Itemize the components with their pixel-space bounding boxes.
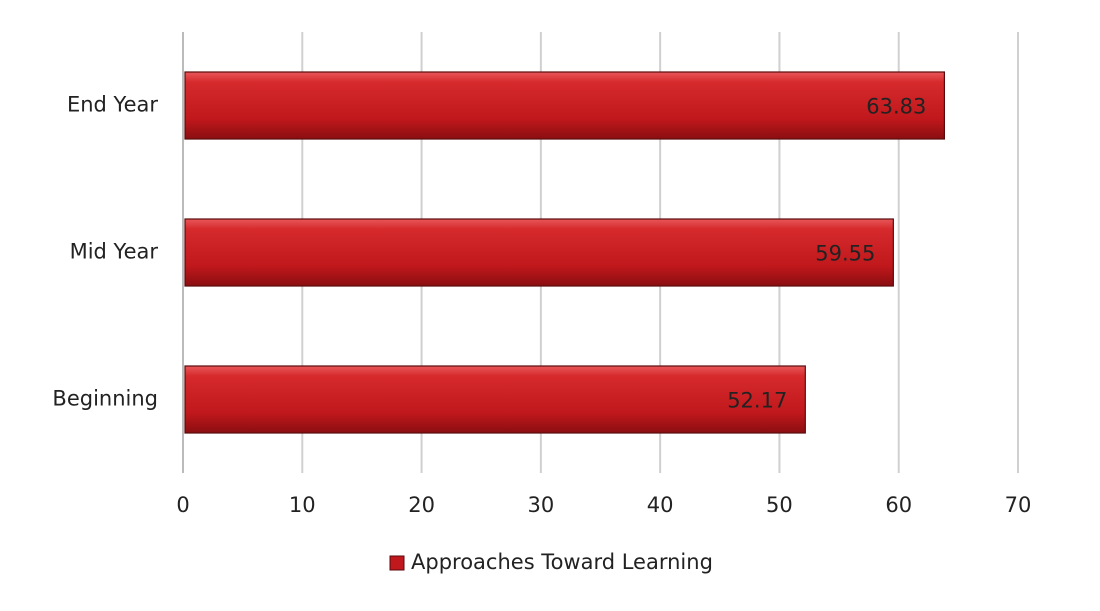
x-tick-label: 40	[647, 493, 674, 517]
x-tick-label: 70	[1005, 493, 1032, 517]
data-label: 52.17	[727, 389, 787, 413]
x-tick-label: 20	[408, 493, 435, 517]
x-tick-label: 60	[885, 493, 912, 517]
bar	[184, 71, 946, 140]
data-label: 59.55	[815, 242, 875, 266]
y-tick-label: Beginning	[52, 387, 158, 411]
data-label: 63.83	[866, 95, 926, 119]
legend-swatch	[389, 555, 405, 571]
bar	[184, 365, 806, 434]
bar	[184, 218, 894, 287]
x-tick-label: 30	[527, 493, 554, 517]
y-tick-label: End Year	[67, 93, 158, 117]
legend-label: Approaches Toward Learning	[411, 550, 713, 574]
x-tick-label: 10	[289, 493, 316, 517]
x-tick-label: 0	[176, 493, 189, 517]
x-tick-label: 50	[766, 493, 793, 517]
y-tick-label: Mid Year	[70, 240, 159, 264]
